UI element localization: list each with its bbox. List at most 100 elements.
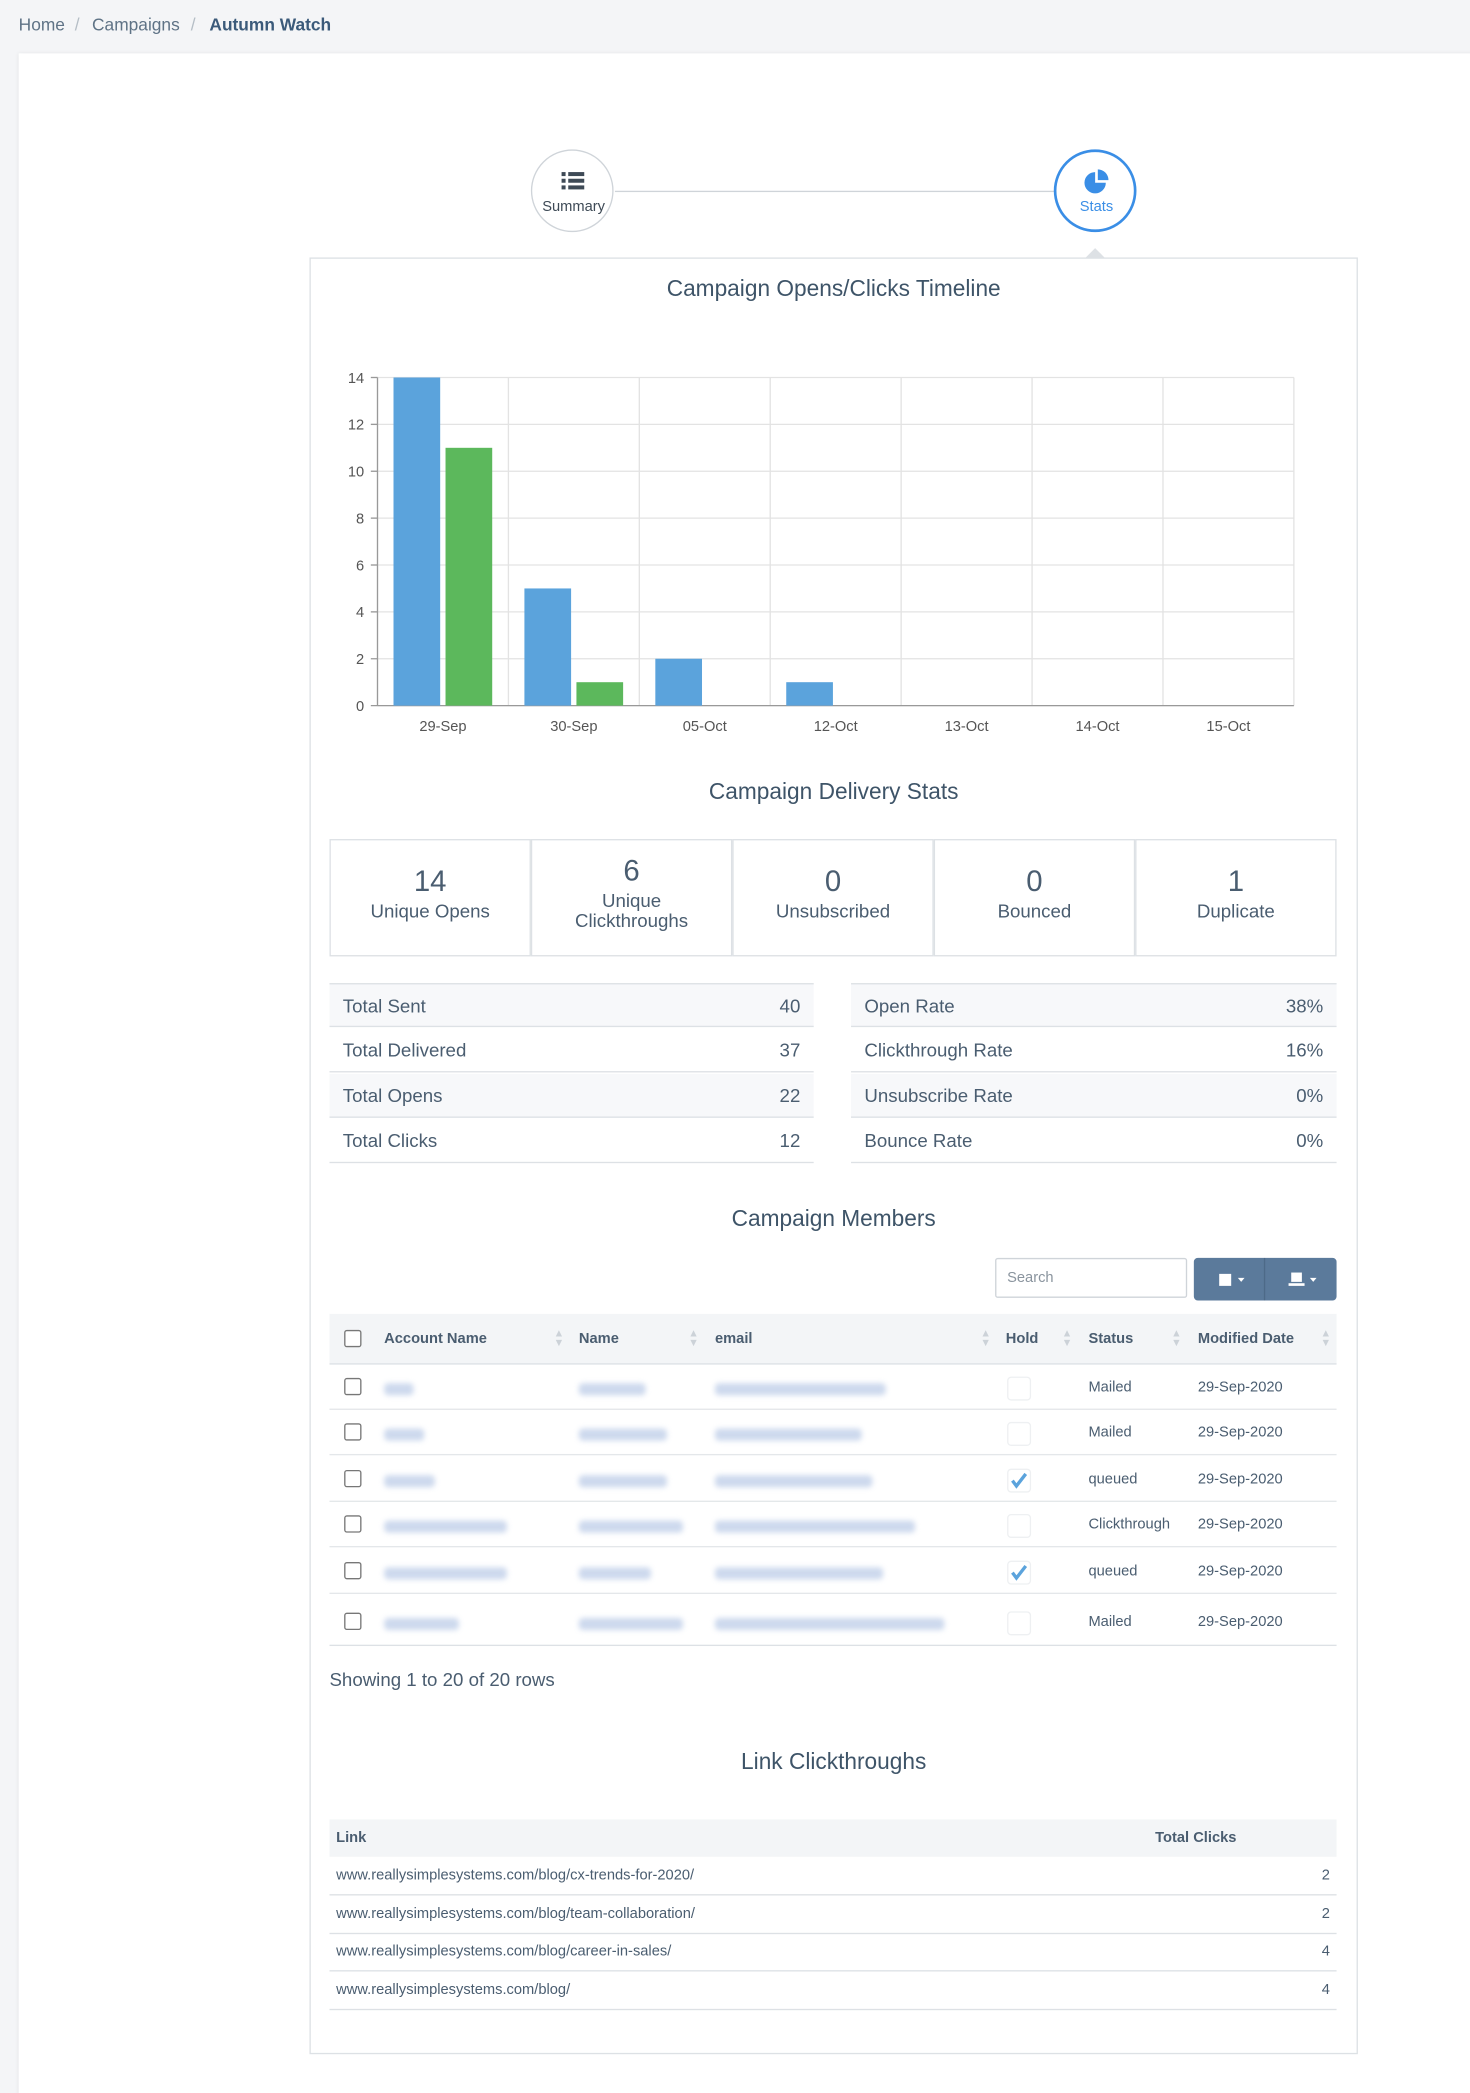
hold-checkbox[interactable] bbox=[1007, 1611, 1032, 1636]
breadcrumb-link[interactable]: Campaigns bbox=[92, 14, 180, 35]
summary-label: Total Clicks bbox=[342, 1129, 438, 1152]
blurred-text bbox=[384, 1475, 435, 1488]
summary-value: 22 bbox=[779, 1084, 801, 1106]
step-stats[interactable]: Stats bbox=[1053, 149, 1137, 233]
summary-value: 0% bbox=[1296, 1084, 1324, 1106]
hold-checkbox[interactable] bbox=[1007, 1376, 1032, 1401]
blurred-text bbox=[578, 1428, 667, 1441]
hold-checkbox[interactable] bbox=[1007, 1421, 1032, 1446]
summary-value: 16% bbox=[1285, 1039, 1324, 1061]
date-cell: 29-Sep-2020 bbox=[1197, 1516, 1283, 1533]
row-checkbox[interactable] bbox=[344, 1515, 362, 1533]
breadcrumb-current: Autumn Watch bbox=[209, 14, 332, 35]
column-header: Total Clicks bbox=[1155, 1830, 1237, 1847]
section-title: Campaign Members bbox=[731, 1205, 936, 1232]
summary-label: Total Delivered bbox=[342, 1039, 467, 1061]
blurred-text bbox=[384, 1383, 414, 1396]
y-tick-label: 4 bbox=[356, 605, 364, 621]
stat-label: Bounced bbox=[997, 900, 1072, 922]
blurred-text bbox=[384, 1567, 507, 1580]
toolbar-buttons[interactable] bbox=[1193, 1257, 1337, 1301]
summary-row: Clickthrough Rate 16% bbox=[851, 1028, 1337, 1073]
summary-row: Bounce Rate 0% bbox=[851, 1119, 1337, 1164]
step-summary[interactable]: Summary bbox=[530, 149, 614, 233]
list-icon bbox=[561, 172, 585, 190]
date-cell: 29-Sep-2020 bbox=[1197, 1379, 1283, 1396]
stat-label: Unique Opens bbox=[370, 900, 490, 922]
column-header[interactable]: Modified Date bbox=[1197, 1331, 1295, 1348]
y-tick-label: 8 bbox=[356, 511, 364, 527]
sort-icon: ▲ ▼ bbox=[1171, 1327, 1182, 1349]
summary-label: Clickthrough Rate bbox=[864, 1039, 1013, 1061]
link-url[interactable]: www.reallysimplesystems.com/blog/career-… bbox=[336, 1943, 672, 1960]
summary-label: Bounce Rate bbox=[864, 1129, 973, 1152]
link-clicks: 4 bbox=[1321, 1943, 1330, 1960]
blurred-text bbox=[578, 1618, 683, 1631]
stat-value: 0 bbox=[824, 864, 842, 898]
step-label: Stats bbox=[1079, 198, 1114, 215]
search-input[interactable]: Search bbox=[995, 1257, 1188, 1298]
x-tick-label: 05-Oct bbox=[683, 719, 727, 735]
bar bbox=[393, 377, 441, 706]
stat-value: 14 bbox=[413, 864, 447, 898]
stat-box: 0 Unsubscribed bbox=[732, 839, 934, 957]
link-url[interactable]: www.reallysimplesystems.com/blog/team-co… bbox=[336, 1905, 695, 1922]
row-checkbox[interactable] bbox=[344, 1423, 362, 1441]
column-header[interactable]: Account Name bbox=[384, 1331, 487, 1348]
row-checkbox[interactable] bbox=[344, 1469, 362, 1488]
summary-value: 12 bbox=[779, 1129, 801, 1152]
header-checkbox[interactable] bbox=[344, 1329, 362, 1348]
link-url[interactable]: www.reallysimplesystems.com/blog/ bbox=[336, 1981, 571, 1998]
sort-icon: ▲ ▼ bbox=[980, 1327, 991, 1349]
summary-value: 37 bbox=[779, 1039, 801, 1061]
row-checkbox[interactable] bbox=[344, 1612, 362, 1631]
column-header[interactable]: email bbox=[714, 1331, 753, 1348]
blurred-text bbox=[714, 1520, 916, 1533]
step-pointer bbox=[1085, 248, 1105, 258]
status-cell: Clickthrough bbox=[1088, 1516, 1171, 1533]
stat-value: 0 bbox=[1026, 864, 1043, 898]
bar bbox=[786, 682, 833, 706]
blurred-text bbox=[714, 1475, 873, 1488]
bar bbox=[445, 447, 493, 706]
summary-label: Total Opens bbox=[342, 1084, 443, 1106]
row-checkbox[interactable] bbox=[344, 1561, 362, 1580]
blurred-text bbox=[578, 1383, 646, 1396]
pagination-info: Showing 1 to 20 of 20 rows bbox=[329, 1668, 555, 1691]
summary-label: Total Sent bbox=[342, 995, 426, 1017]
y-tick-label: 14 bbox=[348, 371, 364, 387]
hold-checkbox[interactable] bbox=[1007, 1560, 1032, 1585]
stat-value: 1 bbox=[1227, 864, 1245, 898]
blurred-text bbox=[578, 1475, 667, 1488]
hold-checkbox[interactable] bbox=[1007, 1513, 1032, 1538]
bar bbox=[576, 682, 624, 706]
column-header[interactable]: Hold bbox=[1005, 1331, 1039, 1348]
link-url[interactable]: www.reallysimplesystems.com/blog/cx-tren… bbox=[336, 1867, 695, 1884]
column-header[interactable]: Status bbox=[1088, 1331, 1134, 1348]
blurred-text bbox=[714, 1428, 862, 1441]
column-header[interactable]: Name bbox=[578, 1331, 619, 1348]
summary-value: 0% bbox=[1296, 1129, 1324, 1152]
status-cell: Mailed bbox=[1088, 1614, 1132, 1631]
bar bbox=[524, 588, 572, 706]
y-tick-label: 6 bbox=[356, 558, 364, 574]
stat-box: 14 Unique Opens bbox=[329, 839, 531, 957]
breadcrumb-link[interactable]: Home bbox=[18, 14, 65, 35]
row-checkbox[interactable] bbox=[344, 1377, 362, 1396]
status-cell: queued bbox=[1088, 1563, 1138, 1580]
x-tick-label: 29-Sep bbox=[419, 719, 466, 735]
step-connector bbox=[614, 190, 1056, 193]
stat-label: Duplicate bbox=[1196, 900, 1275, 922]
hold-checkbox[interactable] bbox=[1007, 1468, 1032, 1493]
bar bbox=[655, 658, 703, 706]
summary-value: 38% bbox=[1285, 995, 1324, 1017]
summary-value: 40 bbox=[779, 995, 801, 1017]
blurred-text bbox=[714, 1567, 884, 1580]
row-divider bbox=[329, 1894, 1337, 1896]
summary-row: Total Delivered 37 bbox=[329, 1028, 814, 1073]
stat-box: 0 Bounced bbox=[933, 839, 1136, 957]
step-label: Summary bbox=[542, 198, 605, 215]
check-icon bbox=[1011, 1564, 1028, 1581]
y-tick-label: 2 bbox=[356, 652, 364, 668]
